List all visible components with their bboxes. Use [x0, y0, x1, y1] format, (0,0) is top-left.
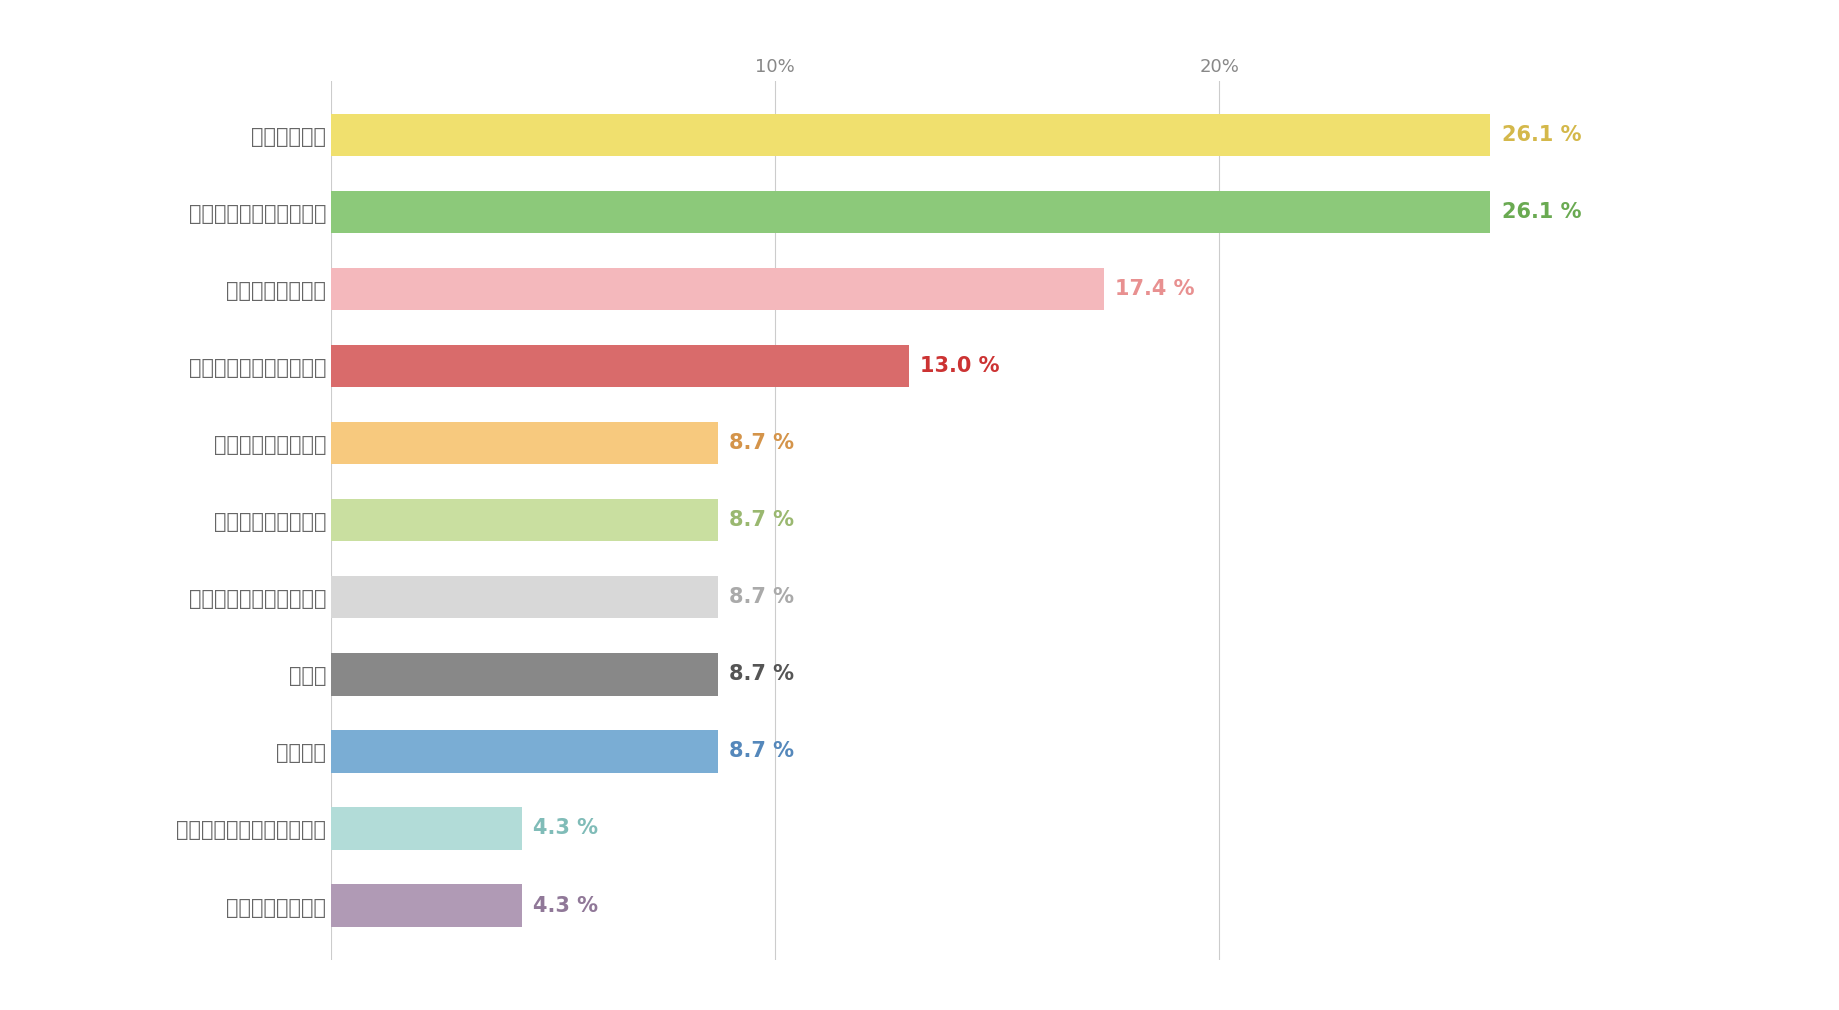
Bar: [331, 422, 717, 465]
Text: 17.4 %: 17.4 %: [1114, 279, 1194, 299]
Text: 8.7 %: 8.7 %: [728, 510, 793, 530]
Bar: [331, 268, 1103, 310]
Text: 13.0 %: 13.0 %: [920, 356, 999, 376]
Text: 4.3 %: 4.3 %: [533, 896, 598, 915]
Bar: [331, 885, 522, 927]
Bar: [331, 807, 522, 849]
Text: 8.7 %: 8.7 %: [728, 433, 793, 453]
Bar: [331, 576, 717, 618]
Text: 8.7 %: 8.7 %: [728, 741, 793, 762]
Text: 26.1 %: 26.1 %: [1501, 202, 1580, 222]
Text: 8.7 %: 8.7 %: [728, 665, 793, 685]
Bar: [331, 191, 1490, 233]
Bar: [331, 499, 717, 541]
Text: 8.7 %: 8.7 %: [728, 587, 793, 607]
Bar: [331, 344, 908, 387]
Bar: [331, 653, 717, 696]
Bar: [331, 730, 717, 773]
Bar: [331, 113, 1490, 156]
Text: 4.3 %: 4.3 %: [533, 818, 598, 838]
Text: 26.1 %: 26.1 %: [1501, 125, 1580, 144]
